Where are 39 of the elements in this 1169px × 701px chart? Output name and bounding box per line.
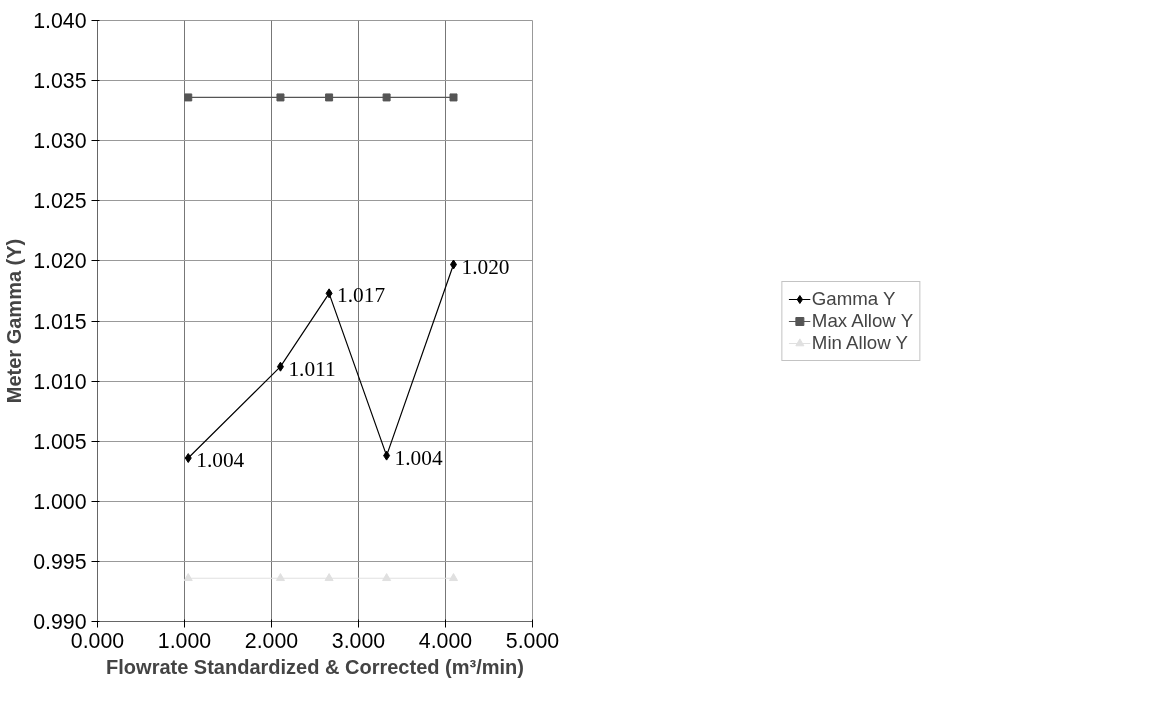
y-tick-label: 1.020 — [33, 249, 87, 274]
point — [449, 93, 458, 102]
y-tick-label: 1.030 — [33, 129, 87, 154]
y-axis-title: Meter Gamma (Y) — [3, 238, 26, 404]
data-label: 1.004 — [394, 445, 443, 470]
y-tick-label: 1.000 — [33, 489, 87, 514]
y-tick-label: 1.015 — [33, 309, 87, 334]
point — [276, 361, 284, 372]
x-axis-title: Flowrate Standardized & Corrected (m³/min) — [106, 655, 524, 678]
y-tick-label: 1.005 — [33, 429, 87, 454]
y-tick-label: 1.010 — [33, 369, 87, 394]
data-label: 1.011 — [288, 356, 336, 381]
point — [325, 93, 334, 102]
point — [382, 573, 392, 582]
data-label: 1.020 — [461, 254, 510, 279]
x-tick-label: 3.000 — [331, 628, 386, 653]
point — [449, 573, 458, 582]
point — [382, 93, 391, 102]
point — [325, 288, 333, 299]
data-label: 1.017 — [337, 283, 386, 308]
legend-label: Gamma Y — [811, 287, 896, 310]
legend-label: Max Allow Y — [811, 309, 914, 332]
data-label: 1.004 — [196, 448, 245, 473]
point — [184, 453, 192, 464]
point — [184, 93, 193, 102]
point — [275, 573, 285, 582]
y-tick-label: 1.035 — [33, 69, 87, 94]
point — [183, 573, 193, 582]
point — [324, 573, 334, 582]
y-tick-label: 0.995 — [33, 549, 87, 574]
x-tick-label: 1.000 — [157, 628, 212, 653]
point — [383, 450, 391, 461]
legend-label: Min Allow Y — [811, 331, 908, 354]
y-tick-label: 1.040 — [33, 9, 87, 33]
x-tick-label: 5.000 — [505, 628, 560, 653]
point — [276, 93, 285, 102]
x-tick-label: 2.000 — [244, 628, 299, 653]
x-tick-label: 4.000 — [418, 628, 473, 653]
y-tick-label: 1.025 — [33, 189, 87, 214]
